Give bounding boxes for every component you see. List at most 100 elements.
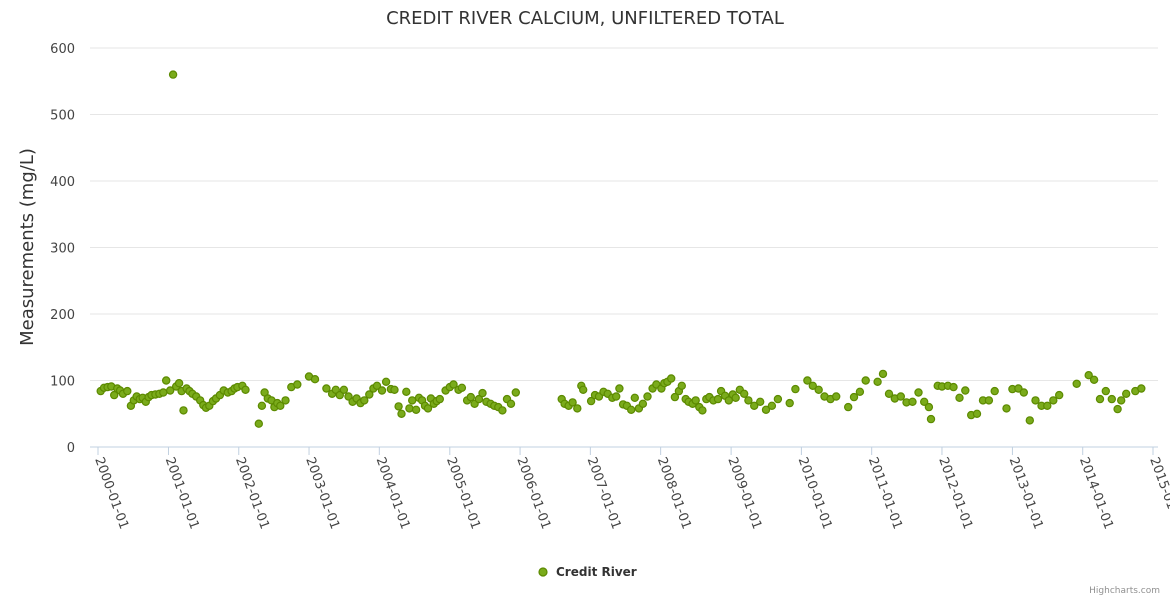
data-point[interactable]: [670, 392, 680, 402]
data-point[interactable]: [1116, 396, 1126, 405]
data-point[interactable]: [949, 382, 958, 392]
legend-label-credit-river[interactable]: Credit River: [556, 565, 637, 579]
data-point[interactable]: [1113, 404, 1122, 414]
data-point[interactable]: [1084, 371, 1093, 380]
data-point[interactable]: [612, 392, 621, 401]
data-point[interactable]: [377, 386, 387, 395]
data-point[interactable]: [281, 396, 290, 405]
data-point[interactable]: [884, 389, 894, 398]
data-point[interactable]: [1072, 379, 1081, 388]
data-point[interactable]: [724, 396, 734, 405]
data-point[interactable]: [1121, 389, 1131, 398]
data-point[interactable]: [803, 376, 812, 385]
data-point[interactable]: [241, 385, 250, 394]
data-point[interactable]: [615, 384, 624, 393]
data-point[interactable]: [435, 394, 444, 404]
data-point[interactable]: [506, 399, 516, 408]
data-point[interactable]: [390, 385, 399, 394]
credits-link[interactable]: Highcharts.com: [1089, 586, 1160, 596]
data-point[interactable]: [756, 397, 765, 406]
data-point[interactable]: [372, 381, 382, 390]
data-point[interactable]: [924, 402, 934, 412]
data-point[interactable]: [360, 396, 369, 405]
data-point[interactable]: [677, 381, 687, 390]
data-point[interactable]: [896, 392, 906, 401]
data-point[interactable]: [1043, 401, 1052, 410]
data-point[interactable]: [159, 388, 168, 397]
data-point[interactable]: [397, 409, 406, 418]
data-point[interactable]: [411, 405, 421, 414]
data-point[interactable]: [955, 393, 964, 402]
data-point[interactable]: [744, 396, 753, 405]
data-point[interactable]: [293, 380, 302, 389]
data-point[interactable]: [457, 383, 467, 392]
data-point[interactable]: [165, 386, 175, 395]
data-point[interactable]: [1025, 416, 1035, 425]
data-point[interactable]: [861, 376, 870, 385]
data-point[interactable]: [174, 379, 184, 388]
data-point[interactable]: [740, 389, 749, 398]
data-point[interactable]: [394, 402, 403, 411]
data-point[interactable]: [423, 404, 433, 413]
data-point[interactable]: [1002, 404, 1011, 413]
data-point[interactable]: [179, 406, 188, 415]
data-point[interactable]: [449, 380, 458, 389]
series-credit-river[interactable]: [96, 70, 1146, 428]
legend[interactable]: Credit River: [538, 565, 637, 579]
data-point[interactable]: [339, 385, 349, 394]
data-point[interactable]: [984, 396, 994, 405]
data-point[interactable]: [408, 396, 417, 405]
data-point[interactable]: [123, 386, 132, 396]
data-point[interactable]: [785, 398, 794, 408]
data-point[interactable]: [814, 385, 823, 394]
data-point[interactable]: [1031, 396, 1040, 405]
data-point[interactable]: [276, 401, 285, 410]
data-point[interactable]: [405, 404, 414, 413]
data-point[interactable]: [643, 392, 652, 401]
data-point[interactable]: [855, 387, 865, 396]
data-point[interactable]: [630, 393, 640, 402]
data-point[interactable]: [731, 393, 740, 402]
data-point[interactable]: [573, 404, 582, 413]
data-point[interactable]: [914, 388, 923, 397]
data-point[interactable]: [466, 392, 475, 402]
data-point[interactable]: [873, 377, 882, 386]
data-point[interactable]: [579, 385, 588, 394]
data-point[interactable]: [322, 384, 331, 393]
data-point[interactable]: [767, 401, 777, 410]
data-point[interactable]: [773, 394, 783, 404]
data-point[interactable]: [365, 390, 374, 399]
data-point[interactable]: [698, 406, 707, 415]
data-point[interactable]: [638, 399, 648, 408]
data-point[interactable]: [310, 375, 320, 384]
data-point[interactable]: [926, 414, 936, 424]
data-point[interactable]: [402, 387, 411, 396]
data-point[interactable]: [161, 376, 171, 385]
data-point[interactable]: [761, 405, 771, 414]
data-point[interactable]: [713, 394, 723, 404]
data-point[interactable]: [474, 394, 484, 404]
data-point[interactable]: [478, 388, 487, 398]
data-point[interactable]: [808, 381, 818, 390]
data-point[interactable]: [849, 392, 859, 402]
data-point[interactable]: [1054, 390, 1064, 400]
data-point[interactable]: [568, 398, 577, 407]
data-point[interactable]: [972, 409, 982, 418]
data-point[interactable]: [1137, 384, 1146, 393]
data-point[interactable]: [878, 369, 888, 379]
data-point[interactable]: [498, 406, 507, 415]
data-point[interactable]: [908, 397, 917, 406]
data-point[interactable]: [750, 401, 759, 410]
data-point[interactable]: [667, 374, 676, 383]
data-point[interactable]: [1049, 396, 1058, 405]
data-point[interactable]: [109, 390, 119, 400]
legend-marker-credit-river[interactable]: [538, 567, 548, 577]
data-point[interactable]: [511, 388, 521, 397]
data-point[interactable]: [1101, 386, 1111, 396]
data-point[interactable]: [254, 419, 263, 428]
data-point[interactable]: [1019, 388, 1029, 397]
data-point[interactable]: [1107, 394, 1117, 404]
data-point[interactable]: [990, 386, 999, 396]
data-point[interactable]: [920, 397, 929, 406]
data-point[interactable]: [627, 405, 636, 414]
